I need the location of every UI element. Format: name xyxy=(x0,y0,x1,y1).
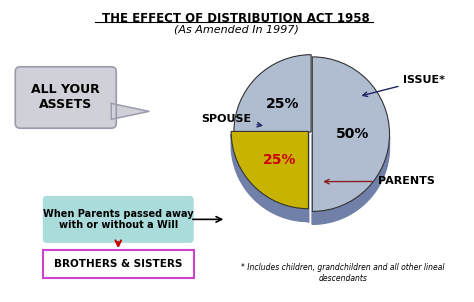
FancyBboxPatch shape xyxy=(15,67,116,128)
Text: * Includes children, grandchildren and all other lineal
descendants: * Includes children, grandchildren and a… xyxy=(241,263,445,283)
Text: SPOUSE: SPOUSE xyxy=(201,114,262,127)
Text: 25%: 25% xyxy=(263,153,297,167)
Text: 50%: 50% xyxy=(336,127,369,141)
Text: PARENTS: PARENTS xyxy=(325,176,435,186)
Text: BROTHERS & SISTERS: BROTHERS & SISTERS xyxy=(54,259,182,269)
Text: ISSUE*: ISSUE* xyxy=(363,75,446,96)
Polygon shape xyxy=(231,134,309,222)
Polygon shape xyxy=(312,137,390,224)
Text: ALL YOUR
ASSETS: ALL YOUR ASSETS xyxy=(31,82,100,111)
Wedge shape xyxy=(231,131,309,209)
Text: (As Amended In 1997): (As Amended In 1997) xyxy=(173,24,299,34)
Text: When Parents passed away
with or without a Will: When Parents passed away with or without… xyxy=(43,209,193,230)
Text: 25%: 25% xyxy=(266,97,300,111)
Wedge shape xyxy=(234,55,311,132)
FancyBboxPatch shape xyxy=(44,197,193,242)
Text: THE EFFECT OF DISTRIBUTION ACT 1958: THE EFFECT OF DISTRIBUTION ACT 1958 xyxy=(102,12,370,25)
Polygon shape xyxy=(111,104,149,119)
Wedge shape xyxy=(312,57,390,211)
FancyBboxPatch shape xyxy=(43,250,193,278)
